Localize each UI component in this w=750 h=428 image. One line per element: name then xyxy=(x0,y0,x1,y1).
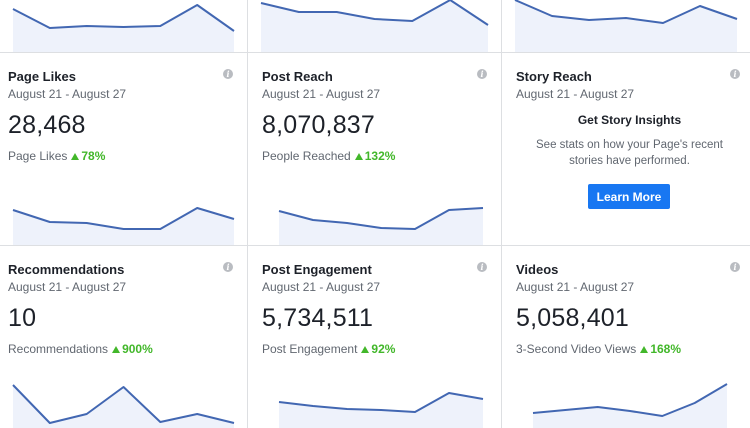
metric-value: 5,734,511 xyxy=(262,304,374,332)
card-title: Post Reach xyxy=(262,69,333,84)
recommendations-card[interactable]: Recommendations i August 21 - August 27 … xyxy=(0,246,247,428)
sparkline-line xyxy=(12,4,235,32)
card-title: Videos xyxy=(516,262,559,277)
story-insights-heading: Get Story Insights xyxy=(577,113,682,127)
triangle-up-icon xyxy=(361,346,370,353)
info-icon[interactable]: i xyxy=(477,262,487,272)
info-icon[interactable]: i xyxy=(730,262,740,272)
sparkline xyxy=(12,207,235,245)
metric-label: 3-Second Video Views xyxy=(516,342,637,356)
sparkline-line xyxy=(12,384,235,424)
sparkline-area xyxy=(279,208,483,245)
triangle-up-icon xyxy=(112,346,121,353)
top-sparkline-2 xyxy=(260,0,489,52)
sparkline-area xyxy=(13,385,234,428)
sparkline-line xyxy=(12,207,235,230)
sparkline-line xyxy=(514,0,738,24)
change-percent: 900% xyxy=(122,342,153,356)
metric-caption: 3-Second Video Views 168% xyxy=(516,342,681,356)
card-title: Story Reach xyxy=(516,69,592,84)
card-title: Recommendations xyxy=(8,262,125,277)
sparkline-area xyxy=(261,0,488,52)
triangle-up-icon xyxy=(354,153,363,160)
metric-label: People Reached xyxy=(262,149,351,163)
info-icon[interactable]: i xyxy=(730,69,740,79)
date-range: August 21 - August 27 xyxy=(8,87,127,101)
sparkline-line xyxy=(260,0,489,26)
sparkline-line xyxy=(278,207,484,230)
metric-value: 5,058,401 xyxy=(516,304,630,332)
post-engagement-card[interactable]: Post Engagement i August 21 - August 27 … xyxy=(254,246,501,428)
sparkline xyxy=(278,207,484,245)
top-card-2[interactable] xyxy=(248,0,501,52)
metric-label: Recommendations xyxy=(8,342,109,356)
sparkline xyxy=(532,383,728,428)
metric-caption: People Reached 132% xyxy=(262,149,395,163)
sparkline-line xyxy=(532,383,728,417)
top-card-3[interactable] xyxy=(502,0,750,52)
info-icon[interactable]: i xyxy=(223,69,233,79)
card-title: Page Likes xyxy=(8,69,76,84)
metric-caption: Page Likes 78% xyxy=(8,149,105,163)
date-range: August 21 - August 27 xyxy=(262,280,381,294)
triangle-up-icon xyxy=(640,346,649,353)
sparkline-line xyxy=(278,392,484,413)
metric-value: 10 xyxy=(8,304,37,332)
videos-card[interactable]: Videos i August 21 - August 27 5,058,401… xyxy=(508,246,750,428)
learn-more-button[interactable]: Learn More xyxy=(588,184,670,209)
metric-caption: Recommendations 900% xyxy=(8,342,153,356)
date-range: August 21 - August 27 xyxy=(8,280,127,294)
change-percent: 92% xyxy=(371,342,396,356)
post-reach-card[interactable]: Post Reach i August 21 - August 27 8,070… xyxy=(254,53,501,245)
triangle-up-icon xyxy=(71,153,80,160)
story-reach-card[interactable]: Story Reach i August 21 - August 27 Get … xyxy=(508,53,750,245)
change-percent: 168% xyxy=(650,342,682,356)
sparkline-area xyxy=(515,0,737,52)
col-divider-2 xyxy=(501,0,502,428)
sparkline xyxy=(278,392,484,428)
top-card-1[interactable] xyxy=(0,0,247,52)
page-likes-card[interactable]: Page Likes i August 21 - August 27 28,46… xyxy=(0,53,247,245)
story-insights-description: See stats on how your Page's recent stor… xyxy=(536,139,723,167)
sparkline-area xyxy=(533,384,727,428)
top-sparkline-1 xyxy=(12,4,235,52)
top-sparkline-3 xyxy=(514,0,738,52)
row-divider-1 xyxy=(0,52,750,53)
col-divider-1 xyxy=(247,0,248,428)
info-icon[interactable]: i xyxy=(477,69,487,79)
row-divider-2 xyxy=(0,245,750,246)
sparkline-area xyxy=(13,5,234,52)
info-icon[interactable]: i xyxy=(223,262,233,272)
metric-label: Page Likes xyxy=(8,149,68,163)
date-range: August 21 - August 27 xyxy=(262,87,381,101)
metric-value: 8,070,837 xyxy=(262,111,376,139)
card-title: Post Engagement xyxy=(262,262,372,277)
metric-label: Post Engagement xyxy=(262,342,358,356)
metric-value: 28,468 xyxy=(8,111,86,139)
change-percent: 78% xyxy=(81,149,106,163)
sparkline xyxy=(12,384,235,428)
date-range: August 21 - August 27 xyxy=(516,87,635,101)
change-percent: 132% xyxy=(364,149,396,163)
sparkline-area xyxy=(13,208,234,245)
date-range: August 21 - August 27 xyxy=(516,280,635,294)
metric-caption: Post Engagement 92% xyxy=(262,342,395,356)
